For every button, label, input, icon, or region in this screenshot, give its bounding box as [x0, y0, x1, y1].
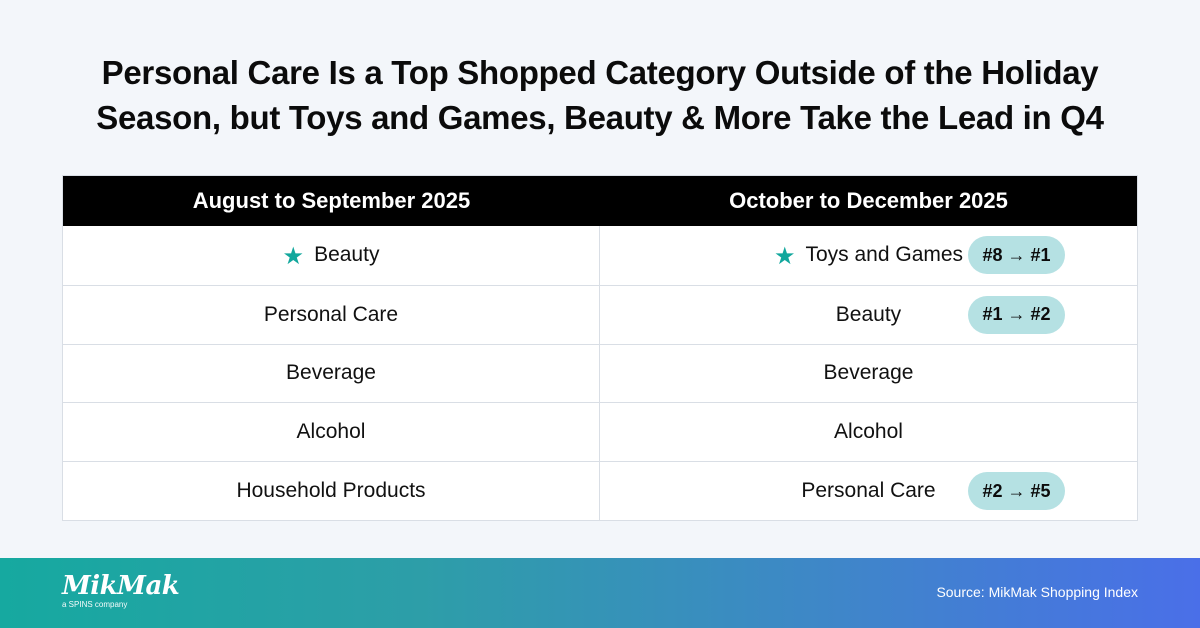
table-cell-left: Beverage [63, 344, 600, 403]
rank-change-badge: #1 → #2 [968, 295, 1065, 334]
star-icon: ★ [282, 242, 305, 270]
source-note: Source: MikMak Shopping Index [936, 584, 1138, 600]
category-label: Toys and Games [805, 243, 964, 267]
rank-change-badge: #8 → #1 [968, 236, 1065, 275]
table-row: Household Products Personal Care #2 → #5 [63, 461, 1137, 520]
ranking-table: August to September 2025 October to Dece… [62, 175, 1138, 521]
logo-tagline: a SPINS company [62, 600, 128, 609]
rank-change-badge: #2 → #5 [968, 472, 1065, 511]
table-cell-right: Beverage [600, 345, 1137, 403]
chart-title: Personal Care Is a Top Shopped Category … [0, 50, 1200, 140]
category-label: Beverage [286, 361, 376, 385]
table-header: August to September 2025 October to Dece… [63, 176, 1137, 226]
category-label: Beauty [835, 302, 902, 326]
column-header-oct-dec: October to December 2025 [729, 188, 1008, 213]
category-label: Beverage [823, 361, 914, 385]
category-label: Alcohol [834, 420, 903, 444]
category-label: Household Products [236, 479, 426, 503]
table-cell-right: Alcohol [600, 403, 1137, 461]
category-label: Personal Care [263, 302, 399, 326]
logo-wordmark: MikMak [62, 571, 180, 601]
table-cell-left: ★ Beauty [63, 226, 600, 285]
table-row: ★ Beauty ★ Toys and Games #8 → #1 [63, 226, 1137, 285]
table-cell-left: Personal Care [63, 285, 600, 344]
table-row: Personal Care Beauty #1 → #2 [63, 284, 1137, 344]
table-body: ★ Beauty ★ Toys and Games #8 → #1 Personal Ca… [63, 226, 1137, 520]
table-row: Alcohol Alcohol [63, 402, 1137, 462]
table-cell-left: Alcohol [63, 403, 600, 462]
table-cell-left: Household Products [63, 462, 600, 520]
table-cell-right: ★ Toys and Games #8 → #1 [600, 226, 1137, 285]
title-line-2: Season, but Toys and Games, Beauty & Mor… [96, 99, 1104, 136]
table-row: Beverage Beverage [63, 343, 1137, 403]
mikmak-logo: MikMak a SPINS company [62, 571, 180, 610]
footer-bar: MikMak a SPINS company Source: MikMak Sh… [0, 558, 1200, 628]
category-label: Personal Care [801, 479, 936, 503]
title-line-1: Personal Care Is a Top Shopped Category … [101, 54, 1099, 91]
table-cell-right: Personal Care #2 → #5 [600, 462, 1137, 520]
star-icon: ★ [773, 242, 796, 270]
category-label: Alcohol [296, 420, 366, 444]
table-cell-right: Beauty #1 → #2 [600, 286, 1137, 344]
column-header-aug-sep: August to September 2025 [192, 188, 471, 213]
category-label: Beauty [314, 243, 380, 267]
